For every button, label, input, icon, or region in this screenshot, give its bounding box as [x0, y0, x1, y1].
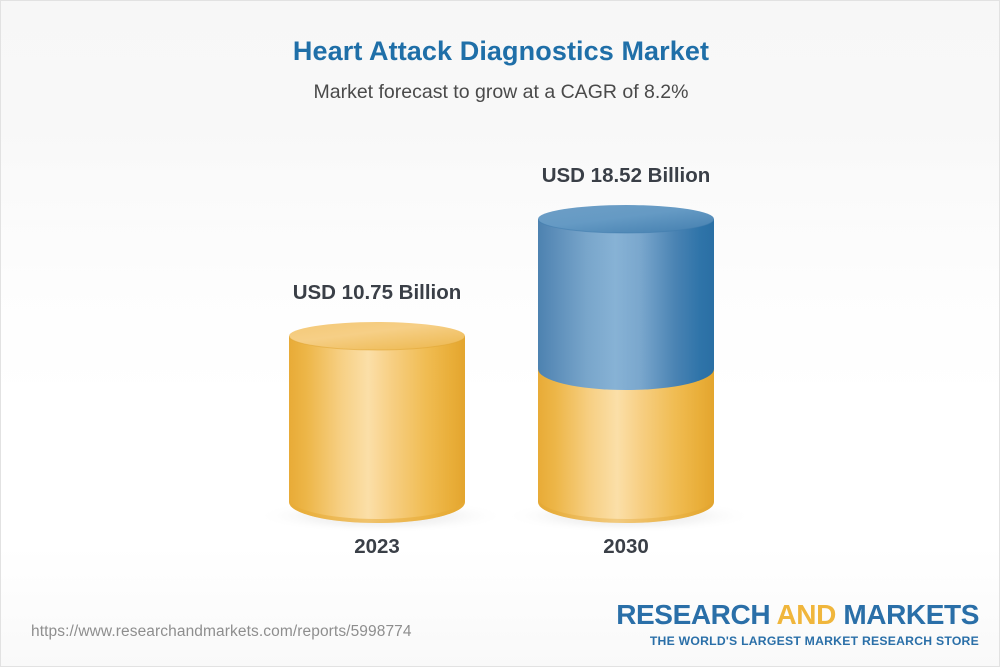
cylinder-2023-svg — [288, 322, 466, 523]
research-and-markets-logo[interactable]: RESEARCH AND MARKETS THE WORLD'S LARGEST… — [616, 601, 979, 648]
logo-tagline: THE WORLD'S LARGEST MARKET RESEARCH STOR… — [649, 634, 979, 648]
cylinder-2030-svg — [537, 205, 715, 523]
logo-wordmark: RESEARCH AND MARKETS — [616, 601, 979, 629]
logo-research-text: RESEARCH — [616, 599, 771, 630]
chart-header: Heart Attack Diagnostics Market Market f… — [1, 35, 1000, 105]
cylinder-2023[interactable] — [288, 322, 466, 562]
page-title: Heart Attack Diagnostics Market — [292, 36, 710, 66]
source-url[interactable]: https://www.researchandmarkets.com/repor… — [31, 623, 412, 640]
cylinder-2030[interactable] — [537, 205, 715, 562]
logo-and-text: AND — [776, 599, 836, 630]
category-label-2023: 2023 — [354, 535, 400, 558]
category-label-2030: 2030 — [603, 535, 649, 558]
data-label-2030: USD 18.52 Billion — [541, 164, 711, 187]
data-label-2023: USD 10.75 Billion — [292, 281, 462, 304]
logo-markets-text: MARKETS — [843, 599, 979, 630]
chart-subtitle: Market forecast to grow at a CAGR of 8.2… — [313, 81, 689, 104]
